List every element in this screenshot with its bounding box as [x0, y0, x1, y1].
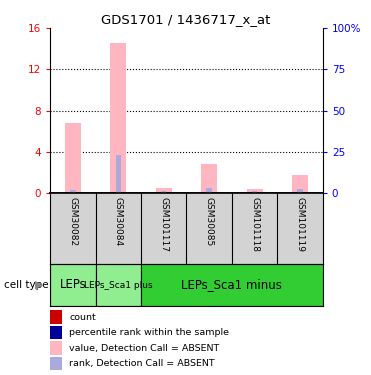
Text: GDS1701 / 1436717_x_at: GDS1701 / 1436717_x_at — [101, 13, 270, 26]
Text: GSM101119: GSM101119 — [296, 196, 305, 252]
Text: LEPs_Sca1 minus: LEPs_Sca1 minus — [181, 279, 282, 291]
Bar — [292, 175, 308, 193]
Text: percentile rank within the sample: percentile rank within the sample — [69, 328, 229, 337]
Bar — [161, 191, 167, 193]
Bar — [297, 189, 303, 193]
Text: GSM30084: GSM30084 — [114, 196, 123, 246]
Bar — [252, 191, 257, 193]
Bar — [247, 189, 263, 193]
Bar — [115, 155, 121, 193]
Text: count: count — [69, 313, 96, 322]
Text: GSM30082: GSM30082 — [68, 196, 77, 246]
Bar — [96, 264, 141, 306]
Text: GSM101117: GSM101117 — [159, 196, 168, 252]
Bar — [70, 190, 76, 193]
Bar — [206, 188, 212, 193]
Text: ▶: ▶ — [35, 280, 43, 290]
Text: GSM30085: GSM30085 — [205, 196, 214, 246]
Text: LEPs_Sca1 plus: LEPs_Sca1 plus — [84, 280, 152, 290]
Text: LEPs: LEPs — [59, 279, 86, 291]
Text: value, Detection Call = ABSENT: value, Detection Call = ABSENT — [69, 344, 220, 352]
Bar — [110, 43, 126, 193]
Bar — [50, 264, 96, 306]
Text: GSM101118: GSM101118 — [250, 196, 259, 252]
Bar — [65, 123, 81, 193]
Bar — [141, 264, 323, 306]
Bar — [156, 188, 172, 193]
Text: cell type: cell type — [4, 280, 48, 290]
Text: rank, Detection Call = ABSENT: rank, Detection Call = ABSENT — [69, 359, 215, 368]
Bar — [201, 164, 217, 193]
